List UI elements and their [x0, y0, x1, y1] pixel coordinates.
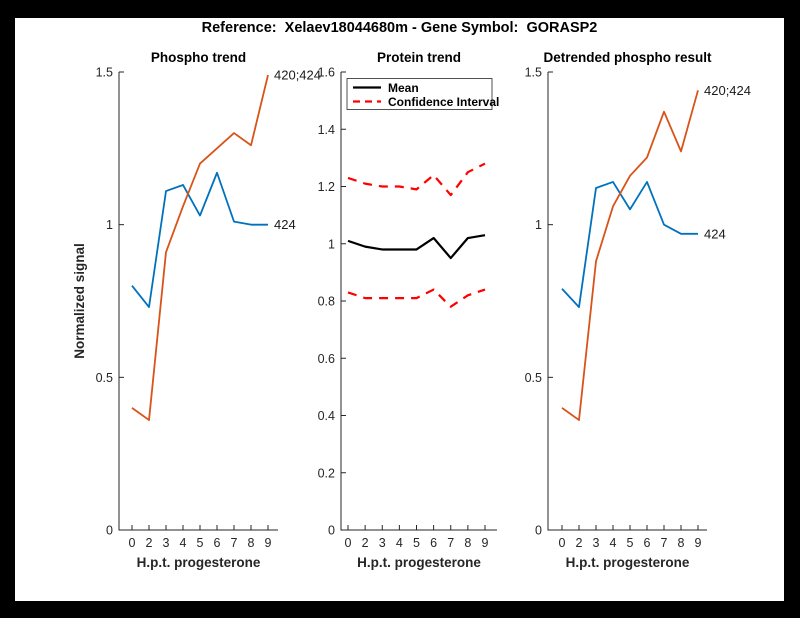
y-axis-label: Normalized signal: [72, 243, 87, 359]
legend-box: [346, 78, 493, 110]
series-line-mean: [347, 234, 486, 260]
y-tick-label: 0: [535, 524, 542, 538]
y-tick-label: 0.5: [525, 371, 542, 385]
series-line-phospho-420-424: [131, 74, 269, 421]
x-tick-label: 9: [265, 536, 272, 550]
y-tick-label: 1: [535, 218, 542, 232]
legend-label: Mean: [388, 81, 419, 95]
series-line-phospho-424: [131, 171, 268, 309]
figure-title: Reference: Xelaev18044680m - Gene Symbol…: [201, 20, 598, 36]
x-tick-label: 3: [379, 536, 386, 550]
x-tick-label: 0: [345, 536, 352, 550]
x-tick-label: 4: [396, 536, 403, 550]
x-tick-label: 7: [447, 536, 454, 550]
axis-spines: [118, 72, 278, 531]
subplot-title: Phospho trend: [151, 50, 246, 65]
y-tick-label: 1.6: [318, 66, 335, 80]
series-end-label-phospho-424: 424: [274, 217, 296, 232]
y-tick-label: 1.2: [318, 180, 335, 194]
subplot-title: Detrended phospho result: [543, 50, 712, 65]
y-tick-label: 0: [328, 524, 335, 538]
y-tick-label: 1.5: [525, 66, 542, 80]
x-tick-label: 8: [464, 536, 471, 550]
x-tick-label: 3: [163, 536, 170, 550]
x-tick-label: 2: [362, 536, 369, 550]
series-line-detrended-420-424: [561, 90, 699, 421]
x-tick-label: 6: [644, 536, 651, 550]
x-tick-label: 7: [661, 536, 668, 550]
x-tick-label: 0: [559, 536, 566, 550]
x-tick-label: 2: [146, 536, 153, 550]
y-tick-label: 1.5: [96, 66, 113, 80]
x-tick-label: 5: [197, 536, 204, 550]
y-tick-label: 0.8: [318, 295, 335, 309]
subplot-title: Protein trend: [377, 50, 461, 65]
y-tick-label: 0: [106, 524, 113, 538]
x-tick-label: 9: [482, 536, 489, 550]
x-tick-label: 7: [231, 536, 238, 550]
series-line-confidence-interval-upper: [347, 162, 486, 197]
series-end-label-detrended-424: 424: [704, 226, 726, 241]
x-tick-label: 9: [695, 536, 702, 550]
series-end-label-detrended-420-424: 420;424: [704, 83, 751, 98]
y-tick-label: 0.6: [318, 352, 335, 366]
y-tick-label: 1.4: [318, 123, 335, 137]
series-line-detrended-424: [561, 181, 698, 309]
y-tick-label: 0.2: [318, 466, 335, 480]
x-tick-label: 3: [593, 536, 600, 550]
y-tick-label: 1: [106, 218, 113, 232]
x-tick-label: 6: [430, 536, 437, 550]
figure-canvas: Reference: Xelaev18044680m - Gene Symbol…: [15, 18, 784, 601]
x-axis-label: H.p.t. progesterone: [137, 555, 261, 570]
x-tick-label: 5: [627, 536, 634, 550]
x-tick-label: 0: [129, 536, 136, 550]
x-tick-label: 6: [214, 536, 221, 550]
y-tick-label: 0.4: [318, 409, 335, 423]
x-tick-label: 5: [413, 536, 420, 550]
series-end-label-phospho-420-424: 420;424: [274, 68, 321, 83]
x-tick-label: 8: [248, 536, 255, 550]
y-tick-label: 0.5: [96, 371, 113, 385]
y-tick-label: 1: [328, 237, 335, 251]
x-axis-label: H.p.t. progesterone: [566, 555, 690, 570]
x-tick-label: 4: [180, 536, 187, 550]
x-tick-label: 2: [576, 536, 583, 550]
x-axis-label: H.p.t. progesterone: [357, 555, 481, 570]
series-line-confidence-interval-lower: [347, 288, 486, 308]
legend-label: Confidence Interval: [388, 95, 499, 109]
x-tick-label: 8: [678, 536, 685, 550]
x-tick-label: 4: [610, 536, 617, 550]
axis-spines: [340, 72, 497, 531]
